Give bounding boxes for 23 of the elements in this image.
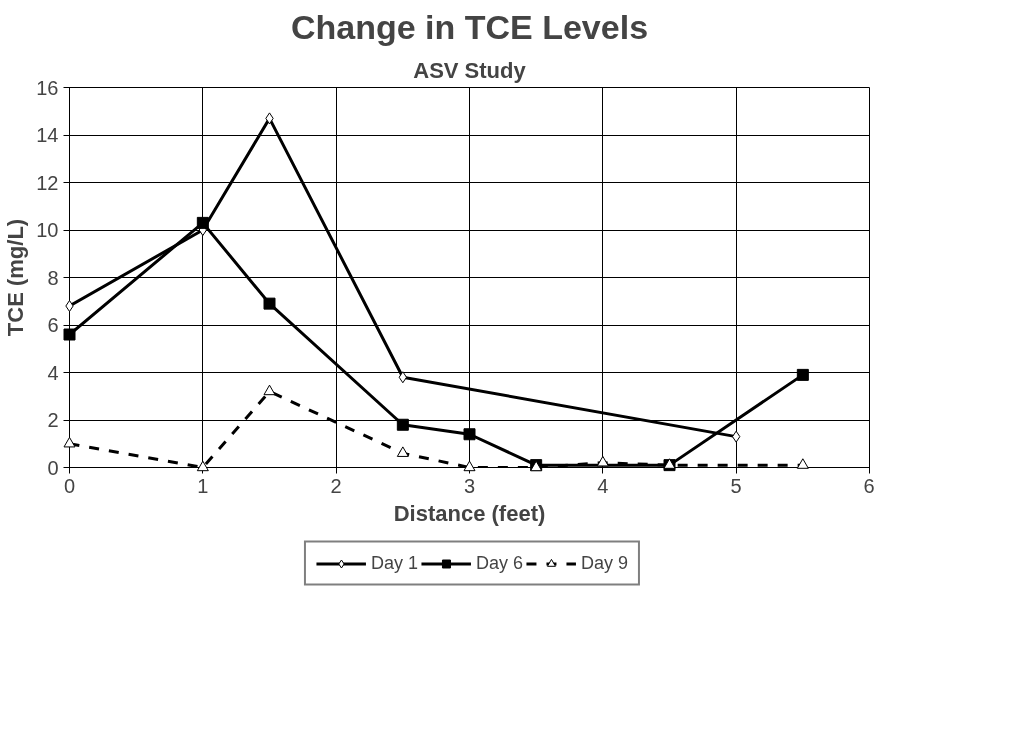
y-tick-label: 0	[47, 456, 59, 479]
x-tick-label: 2	[330, 474, 342, 497]
y-tick-label: 16	[36, 76, 59, 99]
y-tick-label: 10	[36, 219, 59, 241]
x-tick-label: 4	[597, 474, 609, 497]
y-tick-label: 12	[36, 171, 59, 194]
y-tick-label: 2	[47, 409, 59, 431]
legend-label: Day 1	[370, 552, 418, 574]
chart-subtitle: ASV Study	[413, 57, 527, 83]
x-tick-label: 5	[730, 474, 742, 497]
x-tick-label: 1	[197, 474, 209, 497]
chart-title: Change in TCE Levels	[290, 7, 649, 46]
x-tick-label: 0	[63, 474, 76, 497]
legend-label: Day 9	[581, 552, 629, 574]
x-axis-title: Distance (feet)	[393, 500, 546, 526]
x-tick-label: 3	[463, 474, 476, 497]
x-tick-label: 6	[863, 474, 875, 497]
legend-label: Day 6	[475, 552, 524, 574]
y-tick-label: 4	[47, 361, 59, 384]
y-tick-label: 6	[47, 314, 59, 336]
y-tick-label: 8	[47, 266, 59, 289]
y-tick-label: 14	[36, 124, 59, 146]
y-axis-title: TCE (mg/L)	[3, 218, 29, 337]
